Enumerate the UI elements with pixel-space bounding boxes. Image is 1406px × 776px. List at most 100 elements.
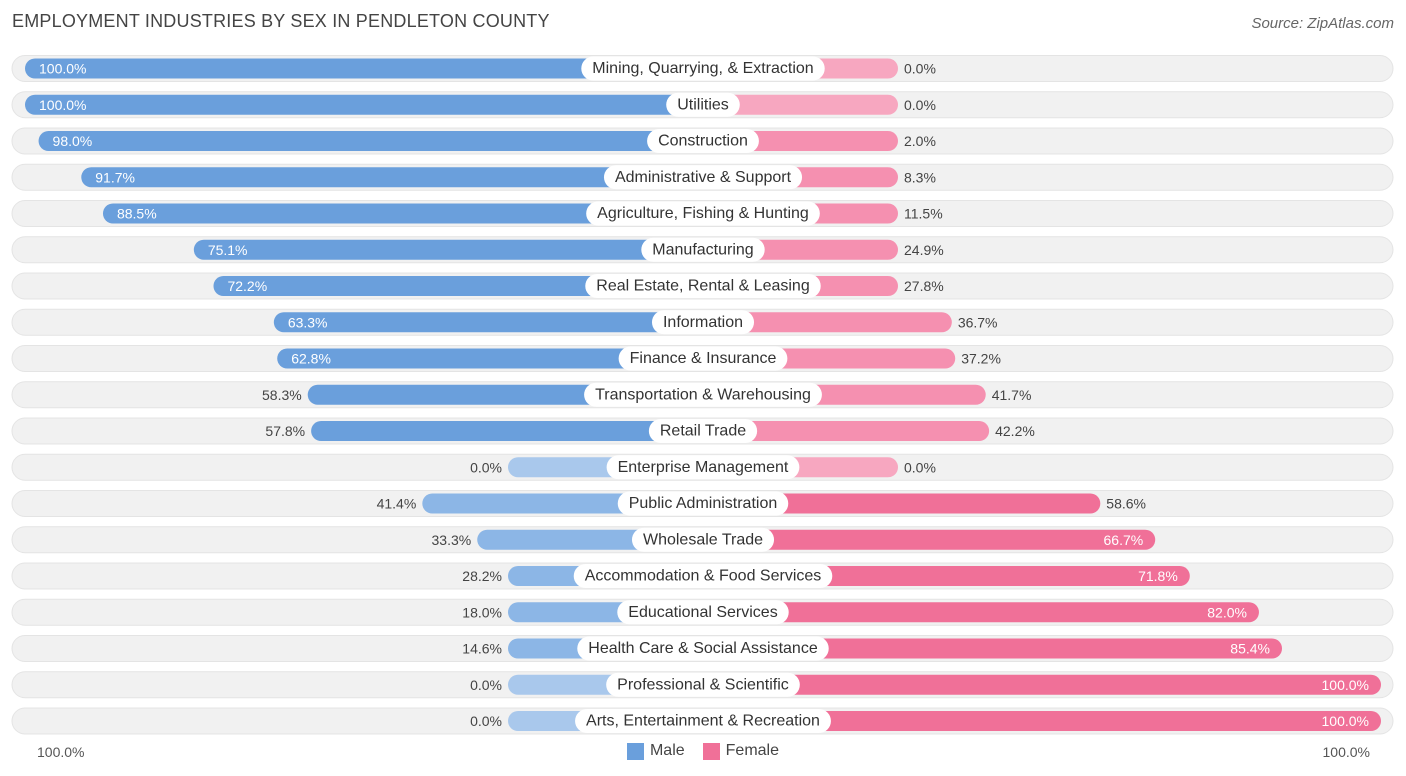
category-pill <box>617 491 789 516</box>
legend-label-male: Male <box>649 742 685 759</box>
category-pill <box>603 165 803 190</box>
female-value-label: 0.0% <box>904 459 936 475</box>
female-bar <box>703 602 1259 623</box>
category-label: Public Administration <box>629 495 778 512</box>
male-bar <box>38 131 704 151</box>
axis-right-label: 100.0% <box>1322 744 1370 760</box>
female-value-label: 27.8% <box>904 278 944 294</box>
female-bar <box>703 674 1381 695</box>
category-label: Health Care & Social Assistance <box>588 640 818 657</box>
female-value-label: 100.0% <box>1322 713 1369 729</box>
category-label: Agriculture, Fishing & Hunting <box>597 205 809 222</box>
category-label: Finance & Insurance <box>630 350 777 367</box>
female-bar <box>703 493 1101 514</box>
source-label: Source: ZipAtlas.com <box>1251 15 1394 32</box>
bar-chart: 100.0% 0.0% Mining, Quarrying, & Extractio… <box>11 55 1394 735</box>
category-label: Accommodation & Food Services <box>585 568 822 585</box>
male-value-label: 75.1% <box>208 242 248 258</box>
male-value-label: 14.6% <box>462 641 502 657</box>
category-label: Construction <box>658 133 748 150</box>
male-value-label: 91.7% <box>95 169 135 185</box>
male-bar <box>213 276 703 296</box>
female-bar <box>703 638 1283 659</box>
category-label: Administrative & Support <box>615 169 792 186</box>
male-value-label: 100.0% <box>39 61 86 77</box>
axis-left-label: 100.0% <box>37 744 85 760</box>
category-pill <box>648 419 758 443</box>
category-pill <box>647 129 759 153</box>
legend-swatch-male <box>626 742 644 760</box>
male-value-label: 0.0% <box>470 677 502 693</box>
category-label: Arts, Entertainment & Recreation <box>586 713 820 730</box>
male-value-label: 28.2% <box>462 568 502 584</box>
female-bar <box>703 312 952 333</box>
category-pill <box>584 382 822 407</box>
category-label: Retail Trade <box>660 423 746 440</box>
male-value-label: 72.2% <box>227 278 267 294</box>
male-bar <box>311 421 703 441</box>
legend: Male Female <box>0 742 1406 760</box>
category-label: Real Estate, Rental & Leasing <box>596 278 809 295</box>
male-bar <box>193 239 703 260</box>
category-label: Enterprise Management <box>618 459 789 476</box>
female-value-label: 41.7% <box>992 387 1032 403</box>
female-value-label: 8.3% <box>904 169 936 185</box>
female-value-label: 58.6% <box>1106 496 1146 512</box>
male-bar <box>277 348 703 369</box>
male-bar <box>25 94 703 115</box>
female-value-label: 42.2% <box>995 423 1035 439</box>
male-bar <box>81 167 704 188</box>
category-label: Educational Services <box>628 604 777 621</box>
female-value-label: 36.7% <box>958 314 998 330</box>
category-pill <box>586 201 820 226</box>
category-pill <box>606 455 800 480</box>
female-value-label: 2.0% <box>904 133 936 149</box>
female-bar <box>703 711 1381 731</box>
female-value-label: 66.7% <box>1104 532 1144 548</box>
male-value-label: 0.0% <box>470 459 502 475</box>
category-label: Transportation & Warehousing <box>595 386 811 403</box>
male-value-label: 58.3% <box>262 387 302 403</box>
category-label: Information <box>663 314 743 331</box>
male-bar <box>273 312 703 333</box>
male-value-label: 62.8% <box>291 351 331 367</box>
category-label: Professional & Scientific <box>617 676 789 693</box>
female-value-label: 85.4% <box>1230 641 1270 657</box>
category-pill <box>651 310 755 335</box>
legend-item-female: Female <box>702 742 780 760</box>
chart-title: EMPLOYMENT INDUSTRIES BY SEX IN PENDLETO… <box>12 11 550 31</box>
male-value-label: 57.8% <box>265 423 305 439</box>
category-pill <box>618 346 788 371</box>
male-value-label: 18.0% <box>462 604 502 620</box>
male-value-label: 0.0% <box>470 713 502 729</box>
legend-swatch-female <box>702 742 720 760</box>
category-pill <box>585 274 821 298</box>
category-label: Manufacturing <box>652 241 753 258</box>
legend-label-female: Female <box>725 742 780 759</box>
male-value-label: 100.0% <box>39 97 86 113</box>
female-value-label: 100.0% <box>1322 677 1369 693</box>
category-label: Utilities <box>677 96 729 113</box>
category-label: Mining, Quarrying, & Extraction <box>592 60 813 77</box>
category-pill <box>641 237 765 262</box>
female-bar <box>703 94 898 115</box>
male-value-label: 63.3% <box>288 314 328 330</box>
female-value-label: 11.5% <box>904 206 943 222</box>
category-pill <box>617 600 789 625</box>
male-bar <box>102 203 704 224</box>
female-value-label: 82.0% <box>1207 604 1247 620</box>
category-pill <box>606 672 800 697</box>
male-value-label: 41.4% <box>377 496 417 512</box>
category-pill <box>581 56 825 81</box>
category-pill <box>631 527 775 552</box>
male-value-label: 33.3% <box>432 532 472 548</box>
female-bar <box>703 421 990 441</box>
legend-item-male: Male <box>626 742 685 760</box>
category-pill <box>575 709 831 733</box>
male-bar <box>25 58 703 79</box>
category-pill <box>666 92 740 117</box>
female-bar <box>703 529 1156 550</box>
male-value-label: 98.0% <box>53 133 93 149</box>
female-value-label: 24.9% <box>904 242 944 258</box>
female-value-label: 0.0% <box>904 61 936 77</box>
